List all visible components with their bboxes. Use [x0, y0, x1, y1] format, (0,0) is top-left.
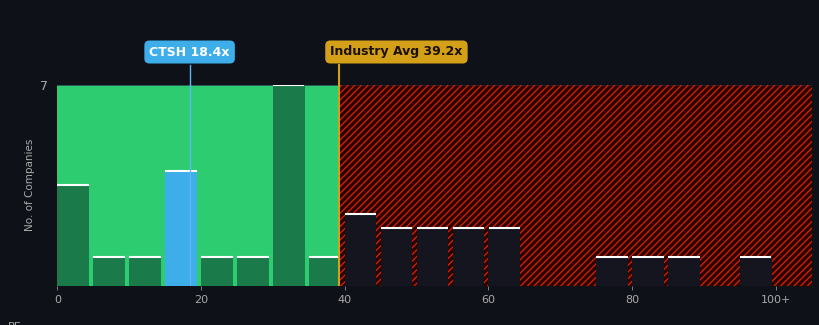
Bar: [237, 257, 269, 286]
Bar: [129, 257, 161, 286]
Bar: [338, 84, 811, 286]
Bar: [488, 228, 519, 286]
Bar: [165, 171, 197, 286]
Text: PE: PE: [8, 322, 22, 325]
Bar: [344, 214, 376, 286]
Bar: [631, 257, 663, 286]
Bar: [201, 257, 233, 286]
Bar: [667, 257, 699, 286]
Bar: [309, 257, 340, 286]
Bar: [273, 84, 304, 286]
Bar: [57, 185, 89, 286]
Bar: [739, 257, 771, 286]
Bar: [452, 228, 483, 286]
Bar: [338, 84, 811, 286]
Y-axis label: No. of Companies: No. of Companies: [25, 139, 34, 231]
Bar: [57, 84, 338, 286]
Text: CTSH 18.4x: CTSH 18.4x: [149, 46, 229, 58]
Text: Industry Avg 39.2x: Industry Avg 39.2x: [330, 46, 462, 58]
Bar: [416, 228, 448, 286]
Bar: [595, 257, 627, 286]
Bar: [93, 257, 124, 286]
Bar: [380, 228, 412, 286]
